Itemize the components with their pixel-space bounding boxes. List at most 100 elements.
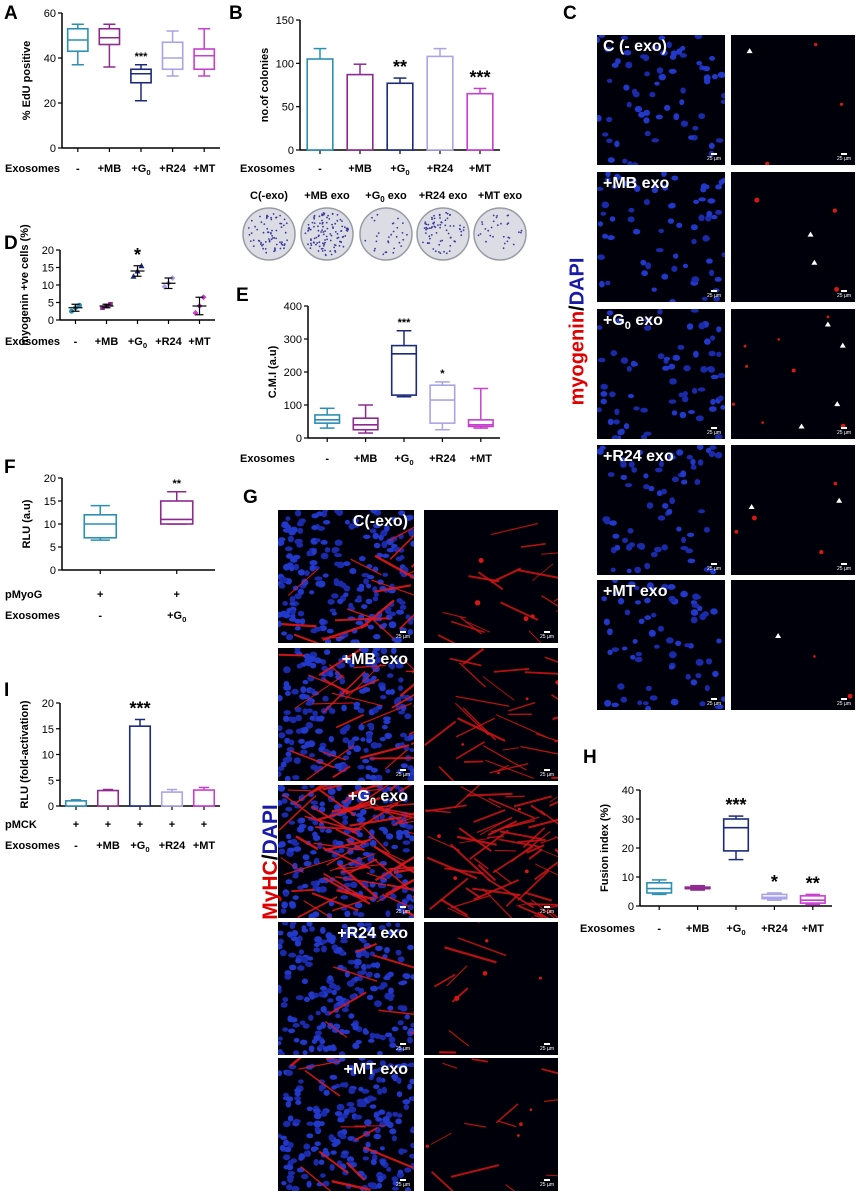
h-y-axis-label: Fusion index (%) bbox=[599, 804, 611, 892]
b-bar bbox=[306, 58, 334, 151]
i-bar bbox=[192, 789, 216, 807]
myogenin-red-image: 25 µm bbox=[731, 445, 855, 575]
colony-plate-image bbox=[242, 207, 296, 261]
myhc-dapi-merge-image: +MB exo 25 µm bbox=[278, 648, 414, 781]
myhc-red-image: 25 µm bbox=[424, 922, 558, 1055]
colony-plate-image bbox=[300, 207, 354, 261]
h-y-tick-label: 0 bbox=[628, 901, 634, 913]
h-significance-marker: ** bbox=[806, 873, 820, 893]
myogenin-dapi-blue-image: +MB exo 25 µm bbox=[597, 172, 725, 302]
i-category-label: +G0 bbox=[130, 840, 149, 854]
f-y-tick-label: 5 bbox=[50, 542, 56, 554]
f-y-tick-label: 10 bbox=[44, 519, 56, 531]
a-row-label: Exosomes bbox=[5, 163, 60, 175]
myhc-dapi-merge-image: +R24 exo 25 µm bbox=[278, 922, 414, 1055]
b-category-label: +G0 bbox=[390, 163, 409, 177]
h-y-tick-label: 40 bbox=[622, 785, 634, 797]
scale-bar: 25 µm bbox=[707, 698, 721, 707]
b-y-tick-label: 150 bbox=[276, 15, 294, 27]
e-y-tick-label: 400 bbox=[284, 301, 302, 313]
a-box bbox=[193, 48, 216, 71]
colony-plate-image bbox=[359, 207, 413, 261]
micro-condition-label: +R24 exo bbox=[603, 448, 674, 465]
b-significance-marker: *** bbox=[469, 67, 490, 87]
b-y-tick-label: 50 bbox=[282, 102, 294, 114]
myogenin-dapi-blue-image: +G0 exo 25 µm bbox=[597, 309, 725, 439]
f-category-label: +G0 bbox=[167, 610, 186, 624]
h-y-tick-label: 30 bbox=[622, 814, 634, 826]
micro-condition-label: C(-exo) bbox=[352, 513, 408, 530]
d-y-tick-label: 20 bbox=[42, 245, 54, 257]
a-y-tick-label: 40 bbox=[44, 53, 56, 65]
micro-condition-label: +G0 exo bbox=[603, 312, 663, 333]
scale-bar: 25 µm bbox=[707, 153, 721, 162]
panel-label-e: E bbox=[236, 285, 249, 306]
a-significance-marker: *** bbox=[135, 51, 149, 63]
myogenin-red-image: 25 µm bbox=[731, 172, 855, 302]
f-y-tick-label: 15 bbox=[44, 496, 56, 508]
scale-bar: 25 µm bbox=[540, 769, 554, 778]
a-y-axis-label: % EdU positive bbox=[21, 41, 33, 120]
panel-label-f: F bbox=[4, 457, 16, 478]
i-category-label: +MB bbox=[96, 840, 120, 852]
panel-label-c: C bbox=[563, 3, 577, 24]
e-box bbox=[314, 414, 341, 424]
e-box bbox=[467, 419, 494, 428]
h-category-label: +G0 bbox=[726, 923, 745, 937]
colony-plate-label: +R24 exo bbox=[418, 190, 468, 202]
h-significance-marker: *** bbox=[725, 795, 746, 815]
i-bar bbox=[64, 800, 88, 807]
a-box bbox=[130, 68, 152, 84]
i-y-tick-label: 20 bbox=[42, 698, 54, 710]
myogenin-red-image: 25 µm bbox=[731, 309, 855, 439]
i-y-tick-label: 15 bbox=[42, 724, 54, 736]
scale-bar: 25 µm bbox=[707, 290, 721, 299]
scale-bar: 25 µm bbox=[396, 906, 410, 915]
f-significance-marker: ** bbox=[172, 478, 181, 490]
panel-label-h: H bbox=[583, 747, 597, 768]
myhc-dapi-merge-image: +G0 exo 25 µm bbox=[278, 785, 414, 918]
a-y-tick-label: 60 bbox=[44, 8, 56, 20]
i-row-label: pMCK bbox=[5, 819, 37, 831]
b-bar bbox=[346, 73, 374, 151]
e-category-label: +MT bbox=[470, 453, 493, 465]
f-category-label: - bbox=[98, 610, 102, 622]
myogenin-dapi-blue-image: +R24 exo 25 µm bbox=[597, 445, 725, 575]
h-category-label: +R24 bbox=[761, 923, 788, 935]
micro-condition-label: +MT exo bbox=[603, 583, 668, 600]
e-category-label: +MB bbox=[354, 453, 378, 465]
f-row-label: pMyoG bbox=[5, 589, 42, 601]
i-bar bbox=[96, 789, 120, 807]
myhc-dapi-merge-image: C(-exo) 25 µm bbox=[278, 510, 414, 643]
i-category-label: + bbox=[201, 819, 207, 831]
panel-label-a: A bbox=[4, 3, 18, 24]
scale-bar: 25 µm bbox=[540, 1043, 554, 1052]
h-significance-marker: * bbox=[771, 872, 778, 892]
a-category-label: - bbox=[76, 163, 80, 175]
i-y-tick-label: 5 bbox=[48, 775, 54, 787]
scale-bar: 25 µm bbox=[540, 631, 554, 640]
e-y-tick-label: 0 bbox=[296, 433, 302, 445]
i-bar bbox=[128, 725, 152, 807]
micro-condition-label: C (- exo) bbox=[603, 38, 667, 55]
scale-bar: 25 µm bbox=[837, 290, 851, 299]
scale-bar: 25 µm bbox=[540, 906, 554, 915]
panel-label-d: D bbox=[4, 233, 18, 254]
d-y-tick-label: 15 bbox=[42, 263, 54, 275]
scale-bar: 25 µm bbox=[837, 427, 851, 436]
d-category-label: +R24 bbox=[155, 336, 182, 348]
colony-plate-label: C(-exo) bbox=[250, 190, 288, 202]
f-y-axis-label: RLU (a.u) bbox=[21, 499, 33, 548]
d-y-tick-label: 5 bbox=[48, 298, 54, 310]
i-bar bbox=[160, 791, 184, 807]
micro-condition-label: +MB exo bbox=[603, 175, 670, 192]
scale-bar: 25 µm bbox=[707, 427, 721, 436]
f-box bbox=[83, 513, 118, 539]
h-category-label: - bbox=[657, 923, 661, 935]
a-category-label: +G0 bbox=[131, 163, 150, 177]
i-significance-marker: *** bbox=[129, 698, 150, 718]
myhc-red-image: 25 µm bbox=[424, 510, 558, 643]
e-significance-marker: * bbox=[440, 368, 445, 380]
e-box bbox=[390, 344, 418, 396]
